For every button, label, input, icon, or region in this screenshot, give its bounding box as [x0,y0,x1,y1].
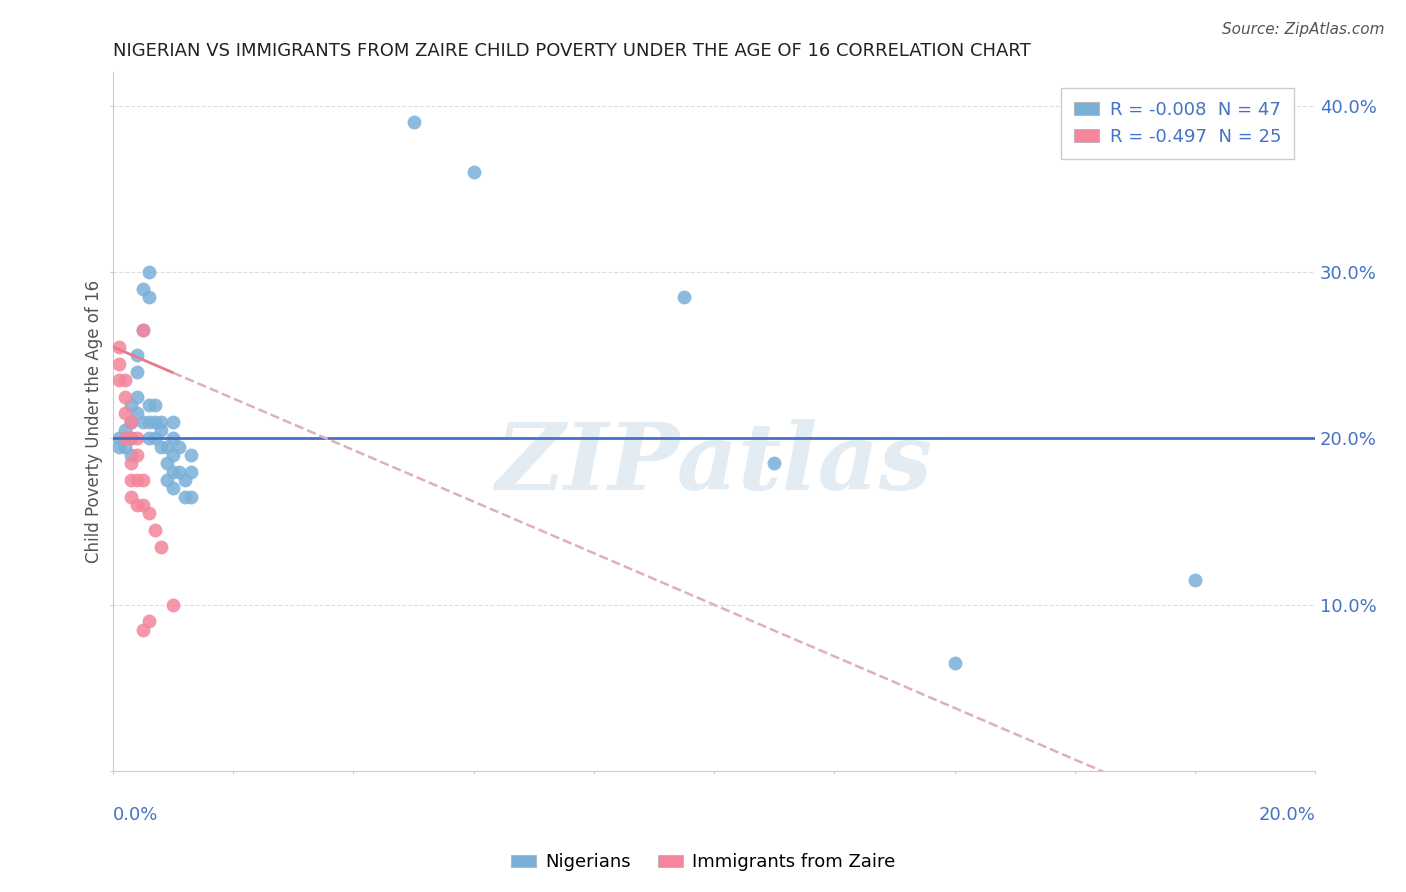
Point [108,440,131,454]
Point [127,390,149,404]
Text: NIGERIAN VS IMMIGRANTS FROM ZAIRE CHILD POVERTY UNDER THE AGE OF 16 CORRELATION : NIGERIAN VS IMMIGRANTS FROM ZAIRE CHILD … [112,42,1031,60]
Point [120,473,142,487]
Point [463,165,485,179]
Point [943,656,966,670]
Point [150,540,173,554]
Point [132,623,155,637]
Point [114,432,136,446]
Point [132,323,155,337]
Point [127,498,149,512]
Point [108,432,131,446]
Point [150,440,173,454]
Point [114,390,136,404]
Point [156,440,179,454]
Point [132,282,155,296]
Point [138,290,160,304]
Point [143,432,166,446]
Point [138,265,160,279]
Point [127,348,149,362]
Point [143,415,166,429]
Legend: Nigerians, Immigrants from Zaire: Nigerians, Immigrants from Zaire [503,847,903,879]
Point [156,473,179,487]
Point [402,115,425,129]
Point [180,465,202,479]
Point [162,448,184,462]
Point [143,523,166,537]
Point [1184,573,1206,587]
Point [167,465,190,479]
Point [162,465,184,479]
Point [120,432,142,446]
Point [127,432,149,446]
Point [114,423,136,437]
Point [120,490,142,504]
Point [174,473,197,487]
Point [108,357,131,371]
Point [138,432,160,446]
Point [127,407,149,421]
Point [132,323,155,337]
Point [132,473,155,487]
Point [162,432,184,446]
Point [150,423,173,437]
Point [114,373,136,387]
Point [108,340,131,354]
Point [114,407,136,421]
Point [120,415,142,429]
Text: Source: ZipAtlas.com: Source: ZipAtlas.com [1222,22,1385,37]
Point [120,448,142,462]
Point [174,490,197,504]
Point [138,398,160,412]
Point [180,448,202,462]
Point [132,498,155,512]
Point [180,490,202,504]
Point [138,506,160,520]
Point [127,365,149,379]
Point [162,598,184,612]
Legend: R = -0.008  N = 47, R = -0.497  N = 25: R = -0.008 N = 47, R = -0.497 N = 25 [1062,88,1294,159]
Point [120,415,142,429]
Point [763,456,786,470]
Y-axis label: Child Poverty Under the Age of 16: Child Poverty Under the Age of 16 [86,280,103,564]
Point [127,473,149,487]
Text: 20.0%: 20.0% [1258,806,1315,824]
Point [150,415,173,429]
Point [143,398,166,412]
Point [162,415,184,429]
Point [120,432,142,446]
Point [162,481,184,495]
Point [132,415,155,429]
Text: ZIPatlas: ZIPatlas [496,418,932,508]
Point [120,456,142,470]
Point [114,440,136,454]
Point [127,448,149,462]
Point [138,615,160,629]
Point [156,456,179,470]
Text: 0.0%: 0.0% [112,806,159,824]
Point [138,415,160,429]
Point [167,440,190,454]
Point [120,398,142,412]
Point [108,373,131,387]
Point [673,290,696,304]
